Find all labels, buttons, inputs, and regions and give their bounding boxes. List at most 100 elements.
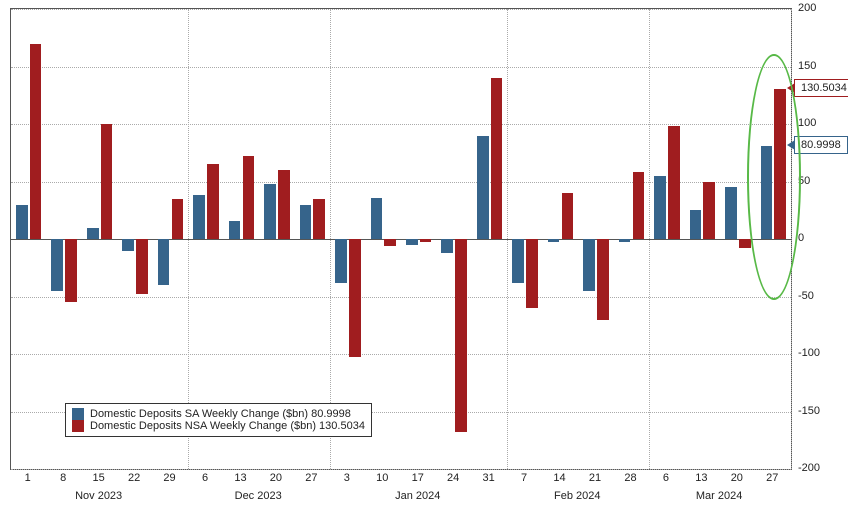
x-tick-label: 27	[305, 472, 317, 484]
bar-nsa	[491, 78, 503, 239]
deposits-weekly-change-chart: 18152229613202731017243171421286132027 -…	[0, 0, 848, 510]
bar-sa	[335, 239, 347, 283]
bar-nsa	[668, 126, 680, 239]
month-label: Mar 2024	[696, 490, 742, 502]
x-tick-label: 27	[766, 472, 778, 484]
grid-h	[11, 124, 791, 125]
bar-nsa	[207, 164, 219, 239]
x-tick-label: 21	[589, 472, 601, 484]
month-label: Jan 2024	[395, 490, 440, 502]
x-tick-label: 22	[128, 472, 140, 484]
bar-sa	[761, 146, 773, 239]
x-tick-label: 13	[695, 472, 707, 484]
y-tick-label: 100	[798, 117, 816, 129]
legend-swatch	[72, 408, 84, 420]
bar-nsa	[243, 156, 255, 239]
bar-sa	[512, 239, 524, 283]
bar-nsa	[774, 89, 786, 239]
grid-v	[188, 9, 189, 469]
legend-row: Domestic Deposits SA Weekly Change ($bn)…	[72, 408, 365, 420]
bar-nsa	[420, 239, 432, 242]
bar-nsa	[101, 124, 113, 239]
bar-sa	[264, 184, 276, 239]
bar-sa	[441, 239, 453, 253]
bar-nsa	[30, 44, 42, 240]
grid-v	[507, 9, 508, 469]
grid-v	[649, 9, 650, 469]
bar-sa	[300, 205, 312, 240]
value-callout: 130.5034	[794, 79, 848, 97]
x-tick-label: 13	[234, 472, 246, 484]
bar-nsa	[526, 239, 538, 308]
bar-sa	[406, 239, 418, 245]
bar-sa	[51, 239, 63, 291]
plot-area	[10, 8, 792, 470]
y-tick-label: 200	[798, 2, 816, 14]
y-tick-label: -100	[798, 347, 820, 359]
bar-nsa	[703, 182, 715, 240]
x-tick-label: 29	[163, 472, 175, 484]
y-tick-label: 50	[798, 175, 810, 187]
legend-text: Domestic Deposits NSA Weekly Change ($bn…	[90, 420, 365, 432]
x-tick-label: 31	[483, 472, 495, 484]
grid-h	[11, 9, 791, 10]
bar-nsa	[349, 239, 361, 357]
legend: Domestic Deposits SA Weekly Change ($bn)…	[65, 403, 372, 437]
grid-h	[11, 67, 791, 68]
x-tick-label: 15	[93, 472, 105, 484]
grid-h	[11, 297, 791, 298]
bar-sa	[87, 228, 99, 240]
legend-swatch	[72, 420, 84, 432]
bar-nsa	[136, 239, 148, 294]
bar-sa	[158, 239, 170, 285]
value-callout: 80.9998	[794, 136, 848, 154]
bar-nsa	[65, 239, 77, 302]
bar-sa	[477, 136, 489, 240]
bar-sa	[371, 198, 383, 239]
y-tick-label: -50	[798, 290, 814, 302]
x-tick-label: 10	[376, 472, 388, 484]
x-tick-label: 6	[202, 472, 208, 484]
y-tick-label: 0	[798, 232, 804, 244]
grid-h	[11, 469, 791, 470]
x-tick-label: 20	[270, 472, 282, 484]
bar-nsa	[633, 172, 645, 239]
x-tick-label: 7	[521, 472, 527, 484]
bar-sa	[548, 239, 560, 242]
bar-nsa	[172, 199, 184, 239]
grid-v	[330, 9, 331, 469]
bar-sa	[654, 176, 666, 239]
month-label: Dec 2023	[235, 490, 282, 502]
grid-h	[11, 354, 791, 355]
x-tick-label: 8	[60, 472, 66, 484]
month-label: Nov 2023	[75, 490, 122, 502]
bar-nsa	[739, 239, 751, 248]
bar-sa	[16, 205, 28, 240]
bar-sa	[193, 195, 205, 239]
grid-v	[791, 9, 792, 469]
bar-sa	[619, 239, 631, 242]
x-tick-label: 17	[412, 472, 424, 484]
bar-sa	[229, 221, 241, 239]
x-tick-label: 28	[624, 472, 636, 484]
bar-nsa	[384, 239, 396, 246]
bar-sa	[583, 239, 595, 291]
legend-text: Domestic Deposits SA Weekly Change ($bn)…	[90, 408, 351, 420]
bar-nsa	[313, 199, 325, 239]
y-tick-label: -200	[798, 462, 820, 474]
bar-sa	[122, 239, 134, 251]
bar-nsa	[278, 170, 290, 239]
x-tick-label: 24	[447, 472, 459, 484]
y-tick-label: 150	[798, 60, 816, 72]
bar-nsa	[455, 239, 467, 432]
x-tick-label: 20	[731, 472, 743, 484]
x-tick-label: 14	[553, 472, 565, 484]
legend-row: Domestic Deposits NSA Weekly Change ($bn…	[72, 420, 365, 432]
bar-sa	[725, 187, 737, 239]
bar-nsa	[562, 193, 574, 239]
y-tick-label: -150	[798, 405, 820, 417]
x-tick-label: 1	[25, 472, 31, 484]
x-tick-label: 6	[663, 472, 669, 484]
bar-sa	[690, 210, 702, 239]
month-label: Feb 2024	[554, 490, 600, 502]
